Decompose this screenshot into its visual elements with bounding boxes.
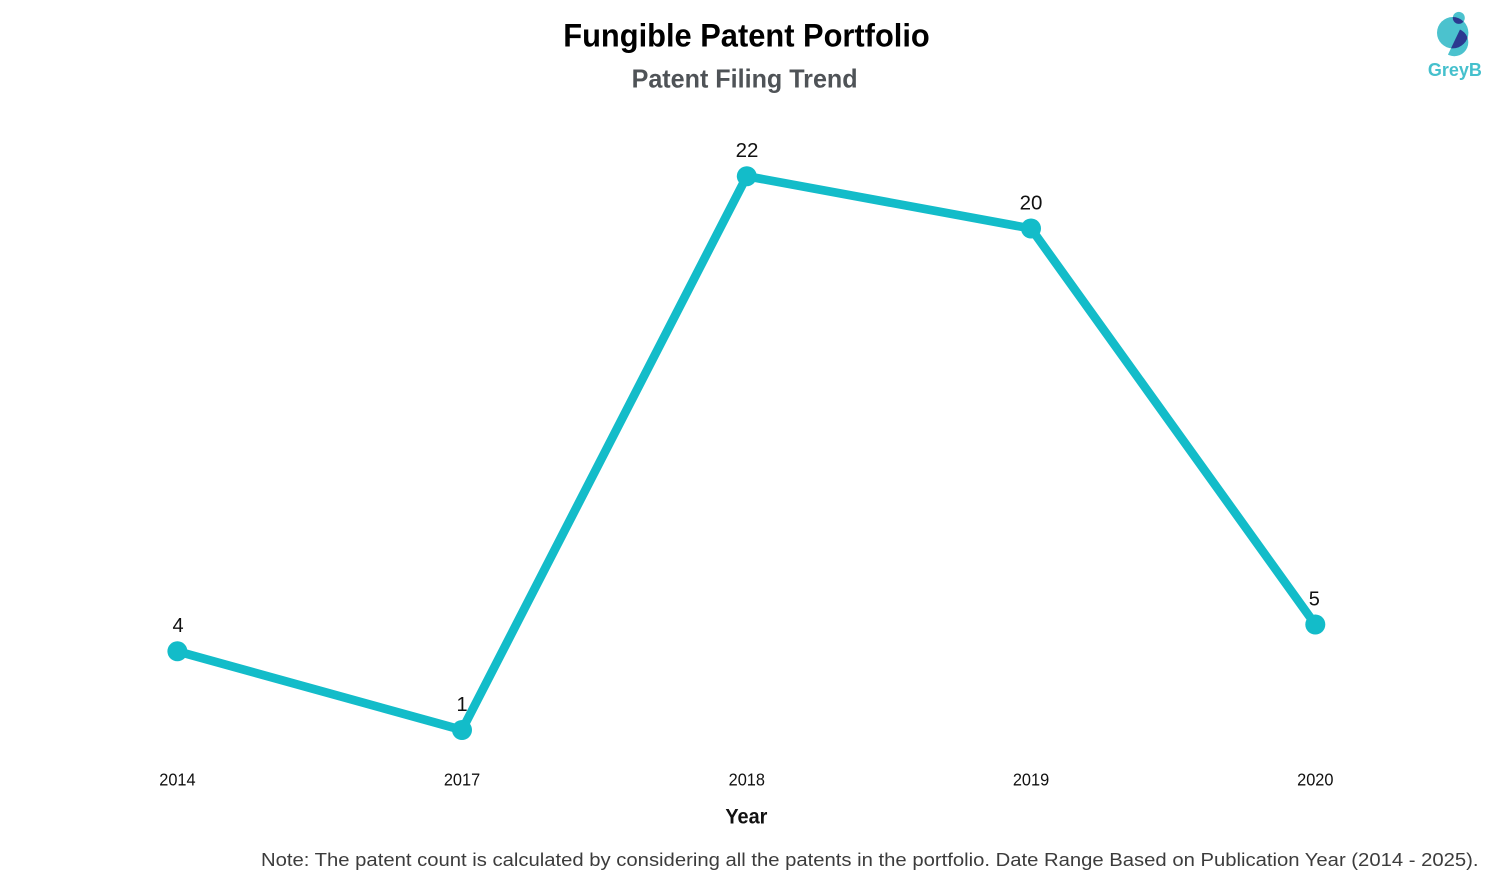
svg-text:GreyB: GreyB [1428, 60, 1482, 81]
svg-text:Note: The patent count is calc: Note: The patent count is calculated by … [261, 850, 1479, 870]
svg-text:22: 22 [736, 140, 759, 162]
svg-text:2020: 2020 [1297, 769, 1333, 789]
svg-text:1: 1 [456, 694, 467, 716]
svg-text:2014: 2014 [159, 769, 196, 789]
svg-text:20: 20 [1020, 192, 1043, 214]
svg-text:2019: 2019 [1013, 769, 1049, 789]
svg-text:5: 5 [1309, 588, 1320, 610]
svg-text:2017: 2017 [444, 769, 480, 789]
svg-text:4: 4 [172, 615, 183, 637]
svg-text:Year: Year [725, 805, 768, 829]
svg-text:Patent Filing Trend: Patent Filing Trend [632, 66, 858, 94]
svg-text:2018: 2018 [729, 769, 765, 789]
svg-text:Fungible Patent Portfolio: Fungible Patent Portfolio [563, 18, 930, 54]
